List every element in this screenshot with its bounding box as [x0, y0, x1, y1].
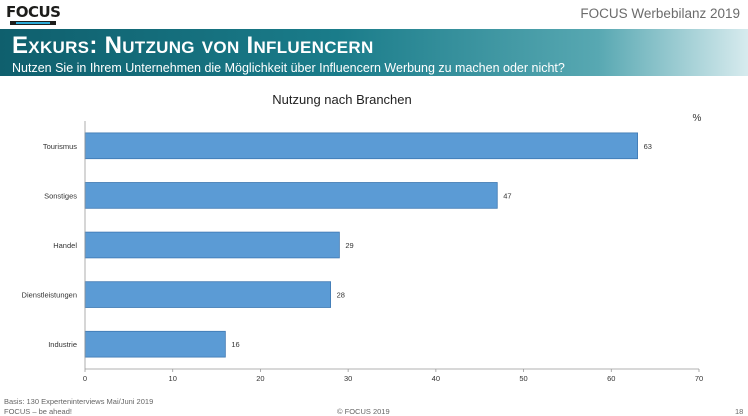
x-tick-label: 30 [344, 374, 352, 383]
category-label: Industrie [48, 340, 77, 349]
footer-slogan: FOCUS – be ahead! [4, 407, 72, 416]
data-label: 63 [644, 142, 652, 151]
bar-sonstiges [84, 182, 498, 209]
category-label: Dienstleistungen [22, 291, 77, 300]
data-label: 28 [337, 291, 345, 300]
page-title: Exkurs: Nutzung von Influencern [12, 32, 374, 59]
data-label: 29 [345, 241, 353, 250]
logo-underline [10, 21, 56, 25]
x-tick-label: 60 [607, 374, 615, 383]
page-number: 18 [735, 407, 744, 416]
source-note: Basis: 130 Experteninterviews Mai/Juni 2… [4, 397, 154, 406]
x-tick-label: 40 [432, 374, 440, 383]
data-label: 47 [503, 191, 511, 200]
category-label: Handel [53, 241, 77, 250]
bar-tourismus [84, 132, 638, 160]
bar-dienstleistungen [84, 281, 332, 308]
bar-industrie [84, 330, 226, 358]
footer-copyright: © FOCUS 2019 [337, 407, 390, 416]
x-tick-label: 0 [83, 374, 87, 383]
chart-title: Nutzung nach Branchen [272, 92, 411, 107]
brand-label: FOCUS Werbebilanz 2019 [580, 6, 740, 21]
category-label: Tourismus [43, 142, 77, 151]
x-tick-label: 50 [519, 374, 527, 383]
x-tick-label: 20 [256, 374, 264, 383]
focus-logo: FOCUS [6, 3, 61, 26]
data-label: 16 [231, 340, 239, 349]
title-banner [0, 29, 748, 76]
logo-text: FOCUS [6, 3, 61, 21]
x-tick-label: 70 [695, 374, 703, 383]
page-subtitle: Nutzen Sie in Ihrem Unternehmen die Mögl… [12, 61, 565, 75]
bar-handel [84, 231, 340, 259]
x-tick-label: 10 [169, 374, 177, 383]
category-label: Sonstiges [44, 191, 77, 200]
unit-label: % [693, 113, 702, 124]
